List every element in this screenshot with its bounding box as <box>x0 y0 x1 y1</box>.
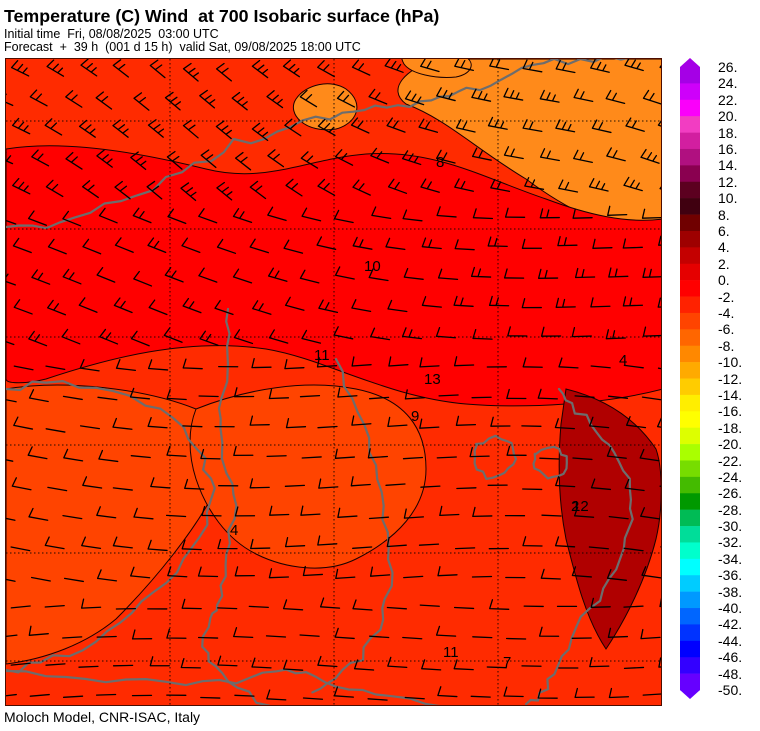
svg-text:9: 9 <box>411 408 419 425</box>
svg-text:11: 11 <box>314 347 330 364</box>
svg-text:7: 7 <box>503 654 511 671</box>
svg-text:4: 4 <box>619 352 627 369</box>
svg-text:13: 13 <box>424 371 441 388</box>
svg-text:4: 4 <box>230 522 238 539</box>
svg-text:11: 11 <box>443 644 459 661</box>
svg-text:10: 10 <box>364 258 381 275</box>
